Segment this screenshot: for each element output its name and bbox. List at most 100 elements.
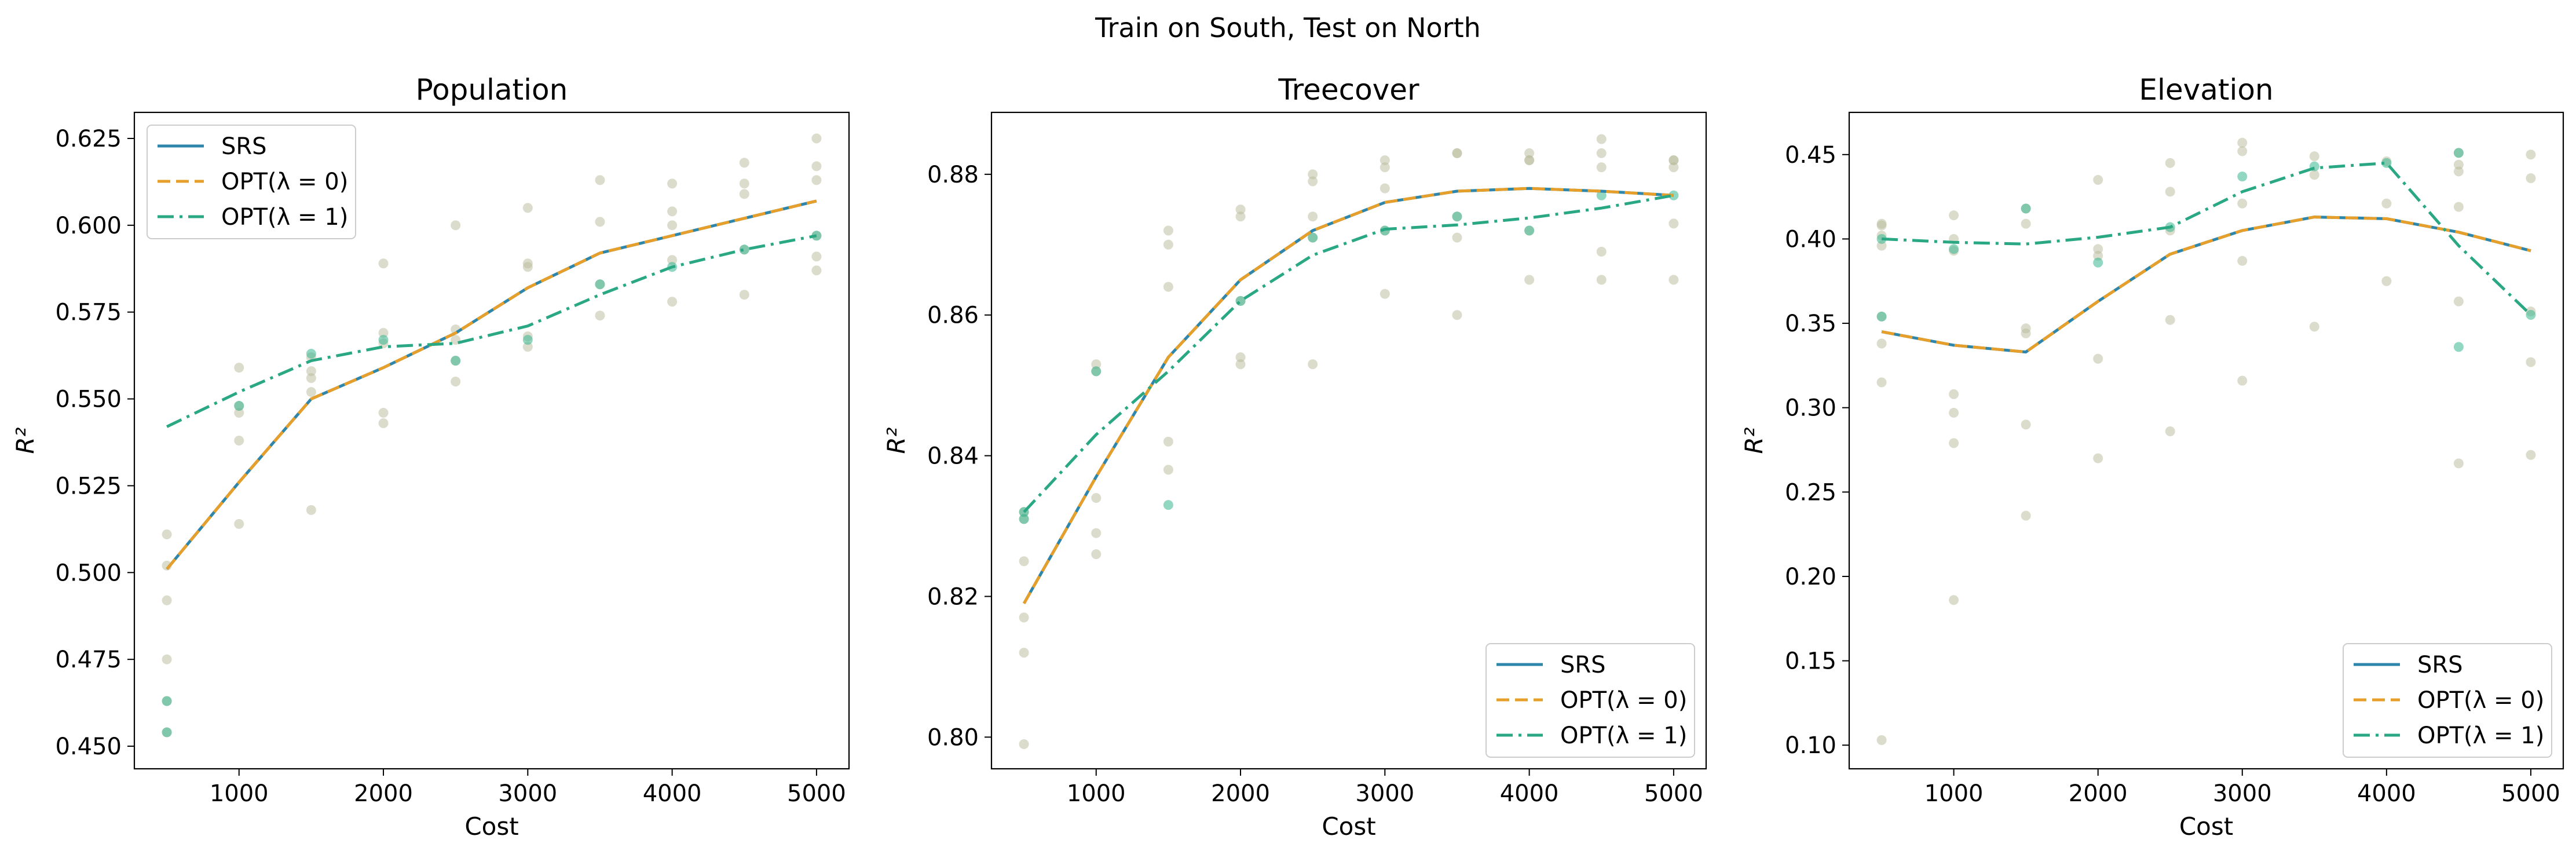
- trial-point-opt1: [1876, 311, 1887, 322]
- y-tick-label: 0.80: [927, 724, 979, 751]
- trial-point: [2093, 175, 2103, 185]
- series-line-opt-lambda-1: [166, 234, 817, 428]
- trial-point: [2165, 315, 2175, 325]
- trial-point-opt1: [595, 279, 605, 290]
- trial-point-opt1: [2381, 158, 2392, 168]
- trial-point: [306, 373, 316, 384]
- legend-label: OPT(λ = 0): [2417, 687, 2544, 714]
- trial-point: [2021, 328, 2031, 339]
- trial-point: [2093, 251, 2103, 261]
- trial-point: [667, 206, 678, 217]
- panel-title: Treecover: [1278, 73, 1419, 107]
- y-axis-label: R²: [882, 427, 910, 454]
- trial-point: [2021, 510, 2031, 521]
- trial-point: [811, 161, 822, 171]
- trial-point: [306, 366, 316, 377]
- trial-point: [667, 220, 678, 231]
- trial-point: [522, 203, 533, 213]
- trial-point: [2453, 458, 2464, 469]
- y-tick-label: 0.600: [55, 213, 122, 239]
- x-tick-label: 2000: [1211, 780, 1270, 807]
- trial-point-opt1: [234, 401, 244, 411]
- trial-point-opt1: [1019, 514, 1029, 524]
- trial-point: [1876, 338, 1887, 349]
- y-tick-label: 0.625: [55, 126, 122, 152]
- trial-point-opt1: [1452, 211, 1462, 222]
- trial-point: [811, 133, 822, 144]
- trial-point-opt1: [522, 335, 533, 345]
- trial-point: [522, 262, 533, 272]
- x-tick-label: 4000: [643, 780, 702, 807]
- series-line-srs: [166, 199, 817, 570]
- trial-point: [2526, 357, 2536, 367]
- trial-point: [667, 178, 678, 189]
- trial-point: [1380, 162, 1390, 173]
- trial-point: [1308, 169, 1318, 180]
- panel-title: Population: [416, 73, 568, 107]
- trial-point-opt1: [306, 349, 316, 359]
- trial-point: [1163, 436, 1173, 447]
- trial-point: [739, 158, 749, 168]
- trial-point: [1163, 465, 1173, 475]
- trial-point: [1668, 218, 1679, 229]
- legend-box: [1485, 643, 1695, 758]
- trial-point: [2237, 255, 2248, 266]
- trial-point: [1163, 239, 1173, 250]
- y-tick-label: 0.30: [1785, 395, 1836, 422]
- trial-point: [378, 328, 389, 338]
- trial-point: [2165, 158, 2175, 168]
- x-tick-label: 2000: [354, 780, 413, 807]
- legend-label: OPT(λ = 1): [221, 204, 348, 231]
- trial-point: [378, 418, 389, 429]
- panel-title: Elevation: [2139, 73, 2273, 107]
- trial-point: [1452, 310, 1462, 320]
- trial-point: [1163, 225, 1173, 236]
- trial-point: [2237, 146, 2248, 156]
- x-tick-label: 1000: [1924, 780, 1984, 807]
- y-tick-label: 0.450: [55, 733, 122, 760]
- trial-point: [1019, 612, 1029, 623]
- trial-point: [1876, 377, 1887, 388]
- trial-point: [2093, 244, 2103, 254]
- x-tick-label: 3000: [1355, 780, 1414, 807]
- y-axis-label: R²: [11, 427, 39, 454]
- y-tick-label: 0.40: [1785, 226, 1836, 253]
- trial-point: [451, 377, 461, 387]
- series-line-opt-lambda-0: [1022, 187, 1674, 604]
- trial-point: [1524, 148, 1535, 158]
- trial-point: [306, 387, 316, 397]
- trial-point: [667, 255, 678, 265]
- trial-point: [1596, 162, 1607, 173]
- y-tick-label: 0.525: [55, 473, 122, 499]
- trial-point-opt1: [1524, 225, 1535, 236]
- x-tick-label: 5000: [1644, 780, 1703, 807]
- trial-point-opt1: [1596, 190, 1607, 200]
- y-tick-label: 0.10: [1785, 732, 1836, 759]
- trial-point: [1091, 359, 1102, 370]
- x-tick-label: 3000: [2213, 780, 2272, 807]
- trial-point: [1019, 556, 1029, 567]
- trial-point: [451, 220, 461, 231]
- trial-points: [1019, 134, 1679, 749]
- trial-point: [1596, 246, 1607, 257]
- series-line-srs: [1022, 187, 1674, 604]
- legend-label: OPT(λ = 1): [2417, 722, 2544, 749]
- y-tick-label: 0.15: [1785, 648, 1836, 675]
- legend-box: [2343, 643, 2552, 758]
- trial-point: [234, 363, 244, 373]
- trial-point: [306, 505, 316, 515]
- trial-point: [2526, 173, 2536, 184]
- trial-point: [2381, 276, 2392, 286]
- panel-population: Population 1000 2000 3000 4000 5000 0.450 0.475…: [11, 73, 850, 841]
- trial-point: [1235, 359, 1246, 370]
- trial-point-opt1: [1091, 366, 1102, 377]
- series-line-opt-lambda-1: [1881, 161, 2532, 316]
- trial-point: [1524, 155, 1535, 166]
- trial-point: [1949, 210, 1959, 221]
- y-tick-label: 0.84: [927, 443, 979, 470]
- trial-point: [1949, 438, 1959, 448]
- trial-point: [162, 529, 172, 539]
- trial-point: [162, 654, 172, 665]
- trial-point: [1949, 407, 1959, 418]
- trial-point: [1876, 240, 1887, 251]
